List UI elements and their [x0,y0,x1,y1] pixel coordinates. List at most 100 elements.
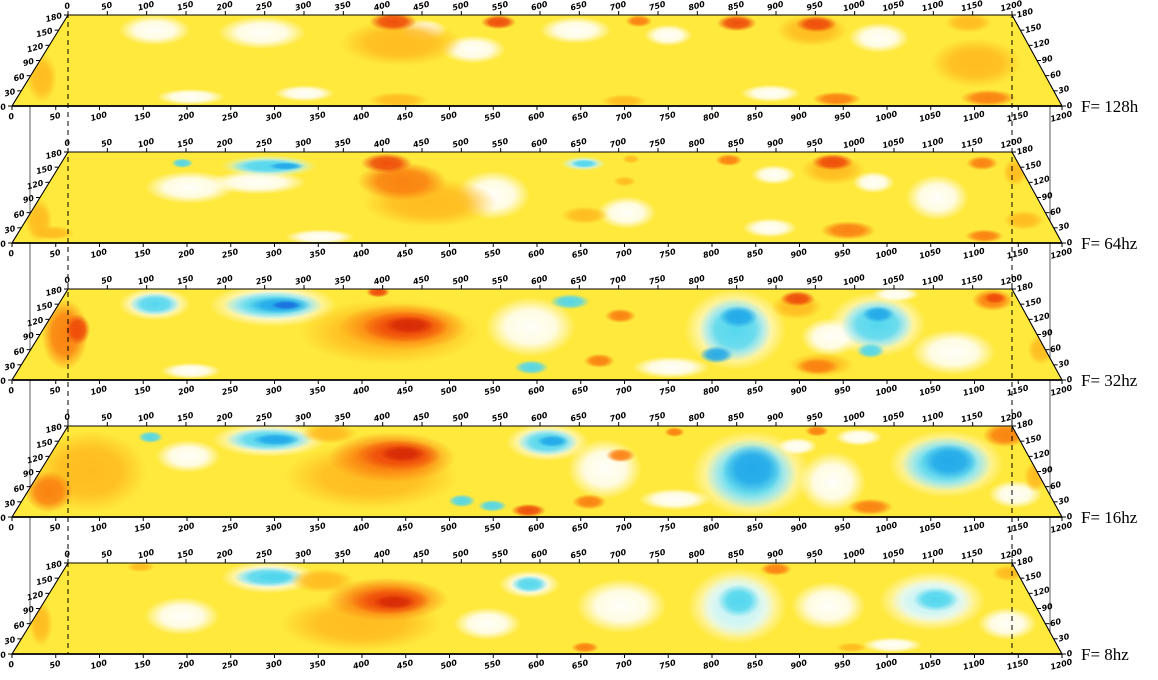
x-tick-label-bottom: 150 [133,247,152,260]
x-tick-label-bottom: 1100 [962,383,986,398]
x-tick-label-bottom: 950 [833,247,852,260]
anomaly-blob-c2 [840,299,914,350]
x-tick-label-top: 150 [176,547,195,560]
x-tick-label-bottom: 150 [133,110,152,123]
x-tick-label-top: 700 [609,547,628,560]
anomaly-blob-h3 [511,503,546,517]
anomaly-blob-h1 [622,154,640,164]
anomaly-blob-h1 [944,15,993,33]
anomaly-blob-c3 [268,162,304,170]
x-tick-label-bottom: 400 [351,521,371,534]
x-tick-label-top: 200 [215,0,234,13]
x-tick-label-top: 100 [137,547,156,560]
anomaly-blob-c2 [137,431,164,444]
y-tick-label-left: 150 [35,300,54,313]
x-tick-label-bottom: 50 [49,522,63,534]
x-tick-label-top: 550 [491,410,510,423]
x-tick-label-bottom: 650 [571,247,590,260]
x-tick-label-bottom: 600 [527,384,546,397]
anomaly-blob-h2 [820,221,876,240]
x-tick-label-top: 200 [215,136,234,149]
anomaly-blob-w [798,451,867,512]
x-tick-label-top: 550 [491,547,510,560]
anomaly-blob-h2 [605,448,636,463]
anomaly-blob-w [453,607,522,641]
anomaly-blob-h3 [481,15,516,30]
y-tick-label-right: 0 [1066,100,1074,110]
x-tick-label-top: 850 [727,410,746,423]
y-tick-label-left: 0 [0,102,7,112]
x-tick-label-top: 800 [687,273,706,286]
anomaly-blob-h4 [379,445,426,462]
x-tick-label-top: 100 [137,410,156,423]
x-tick-label-top: 450 [411,0,431,13]
x-tick-label-bottom: 1000 [874,520,898,535]
x-tick-label-top: 950 [805,273,824,286]
anomaly-blob-h3 [65,314,91,345]
x-tick-label-top: 850 [727,273,746,286]
x-tick-label-bottom: 0 [7,385,15,395]
y-tick-label-right: 120 [1032,585,1051,598]
anomaly-blob-w [155,439,221,473]
x-tick-label-bottom: 950 [833,110,852,123]
y-tick-label-right: 180 [1016,555,1035,568]
x-tick-label-bottom: 250 [221,247,240,260]
y-tick-label-left: 30 [3,635,17,647]
x-tick-label-bottom: 700 [615,384,634,397]
x-tick-label-top: 250 [255,410,274,423]
x-tick-label-top: 100 [137,136,156,149]
x-tick-label-bottom: 450 [395,658,415,671]
x-tick-label-top: 600 [530,0,549,13]
x-tick-label-bottom: 750 [658,521,677,534]
anomaly-blob-c2 [569,159,599,168]
x-tick-label-bottom: 750 [658,658,677,671]
x-tick-label-top: 350 [333,547,352,560]
anomaly-blob-w [485,296,576,357]
y-tick-label-right: 180 [1016,144,1035,157]
anomaly-blob-c3 [718,305,758,328]
anomaly-blob-w [217,16,307,50]
y-tick-label-left: 120 [26,315,45,328]
anomaly-blob-h2 [583,353,615,368]
anomaly-blob-h2 [847,498,893,516]
anomaly-blob-c2 [477,499,508,512]
y-tick-label-right: 60 [1049,617,1063,629]
x-tick-label-bottom: 1200 [1049,657,1073,672]
y-tick-label-right: 0 [1066,374,1074,384]
x-tick-label-top: 450 [411,273,431,286]
x-tick-label-bottom: 200 [177,658,196,671]
x-tick-label-bottom: 500 [440,247,459,260]
panel-surface-2 [12,152,1062,243]
x-tick-label-bottom: 1200 [1049,246,1073,261]
anomaly-blob-w [791,581,866,631]
anomaly-blob-h2 [715,154,743,167]
anomaly-blob-w [742,218,798,238]
x-tick-label-top: 350 [333,0,352,13]
anomaly-blob-h1 [31,225,75,240]
x-tick-label-top: 350 [333,136,352,149]
x-tick-label-bottom: 400 [351,247,371,260]
anomaly-blob-w [274,85,335,102]
x-tick-label-bottom: 800 [702,110,721,123]
y-tick-label-left: 180 [45,285,64,298]
x-tick-label-bottom: 300 [265,658,284,671]
x-tick-label-bottom: 550 [483,384,502,397]
y-tick-label-right: 120 [1032,311,1051,324]
y-tick-label-right: 90 [1041,54,1055,66]
y-tick-label-left: 120 [26,41,45,54]
x-tick-label-bottom: 250 [221,658,240,671]
x-tick-label-bottom: 900 [790,521,809,534]
x-tick-label-top: 500 [451,0,470,13]
anomaly-blob-w [597,196,657,230]
anomaly-blob-w [977,607,1037,641]
anomaly-blob-h2 [664,427,685,437]
x-tick-label-bottom: 250 [221,521,240,534]
x-tick-label-bottom: 100 [90,247,109,260]
x-tick-label-top: 600 [530,136,549,149]
anomaly-blob-w [144,596,220,636]
anomaly-blob-h2 [965,229,1004,243]
anomaly-blob-w [160,362,222,380]
x-tick-label-bottom: 1150 [1006,246,1030,261]
anomaly-blob-c3 [921,443,978,479]
x-tick-label-bottom: 400 [351,110,371,123]
